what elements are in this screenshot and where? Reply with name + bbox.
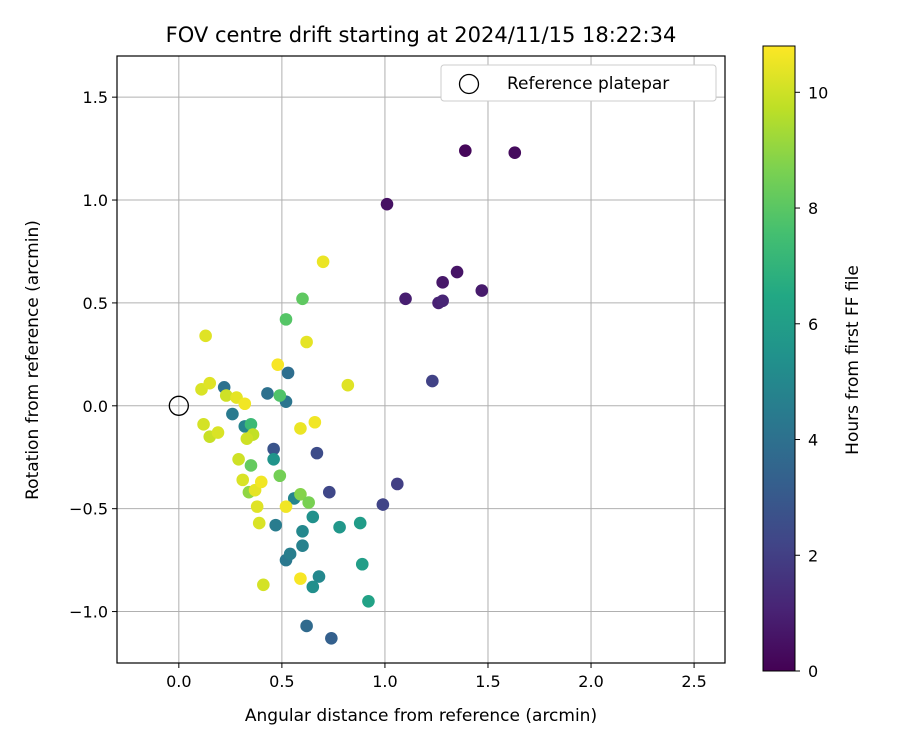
data-point	[333, 520, 346, 534]
y-tick-label: −0.5	[69, 500, 108, 519]
data-point	[279, 500, 293, 513]
colorbar-tick-label: 8	[808, 199, 818, 218]
y-tick-label: 1.0	[83, 191, 108, 210]
data-point	[244, 418, 258, 431]
data-point	[312, 570, 326, 583]
data-point	[283, 547, 297, 561]
grid	[117, 56, 725, 663]
data-point	[267, 442, 280, 456]
data-point	[279, 313, 293, 326]
data-point	[294, 572, 307, 585]
data-point	[296, 525, 309, 538]
data-point	[203, 376, 217, 390]
y-tick-label: 1.5	[83, 88, 108, 107]
data-point	[199, 329, 212, 343]
data-point	[211, 426, 225, 439]
data-points	[195, 144, 522, 645]
colorbar-label: Hours from first FF file	[843, 265, 863, 455]
x-tick-label: 2.5	[681, 672, 706, 691]
data-point	[308, 415, 322, 429]
data-point	[254, 475, 268, 489]
data-point	[197, 418, 210, 431]
data-point	[316, 255, 330, 269]
data-point	[310, 446, 324, 460]
data-point	[306, 510, 320, 524]
colorbar-tick-label: 10	[808, 83, 828, 102]
data-point	[508, 146, 522, 160]
data-point	[459, 144, 472, 157]
legend-reference-marker	[458, 73, 480, 95]
y-tick-label: 0.0	[83, 397, 108, 416]
x-tick-label: 0.0	[166, 672, 191, 691]
data-point	[362, 594, 375, 608]
data-point	[219, 389, 233, 402]
data-point	[250, 500, 264, 513]
colorbar-tick-label: 0	[808, 662, 818, 681]
colorbar-tick-label: 4	[808, 431, 818, 450]
x-tick-label: 1.5	[475, 672, 500, 691]
data-point	[302, 496, 315, 509]
x-axis-label: Angular distance from reference (arcmin)	[245, 706, 597, 726]
legend-entry-reference: Reference platepar	[507, 74, 669, 94]
data-point	[436, 276, 449, 289]
data-point	[281, 366, 295, 380]
data-point	[273, 389, 287, 402]
data-point	[322, 485, 336, 499]
data-point	[269, 518, 282, 532]
data-point	[380, 197, 394, 211]
data-point	[232, 452, 245, 466]
x-tick-label: 0.5	[269, 672, 294, 691]
data-point	[236, 473, 250, 487]
y-tick-label: 0.5	[83, 294, 108, 313]
data-point	[376, 498, 390, 511]
y-axis-label: Rotation from reference (arcmin)	[23, 220, 43, 500]
data-point	[226, 407, 239, 421]
colorbar-tick-label: 6	[808, 315, 818, 334]
data-point	[306, 580, 320, 594]
data-point	[252, 516, 266, 530]
data-point	[436, 294, 449, 308]
data-point	[300, 335, 313, 349]
data-point	[341, 378, 355, 392]
x-tick-label: 1.0	[372, 672, 397, 691]
data-point	[273, 469, 287, 483]
data-point	[475, 284, 489, 297]
colorbar: 0 2 4 6 8 10 Hours from first FF file	[762, 45, 863, 681]
data-point	[353, 516, 367, 530]
data-point	[271, 358, 285, 371]
data-point	[296, 292, 309, 306]
plot-frame	[116, 55, 726, 664]
data-point	[325, 632, 338, 645]
data-point	[399, 292, 412, 306]
data-point	[450, 265, 464, 279]
reference-marker	[168, 395, 189, 416]
data-point	[355, 557, 369, 571]
data-point	[244, 459, 258, 472]
data-point	[261, 387, 274, 400]
colorbar-gradient	[762, 45, 796, 672]
data-point	[300, 619, 313, 633]
data-point	[257, 578, 270, 592]
data-point	[390, 477, 404, 491]
legend-box	[440, 64, 717, 102]
reference-platepar-marker	[168, 395, 189, 416]
data-point	[296, 539, 309, 553]
data-point	[426, 374, 439, 388]
data-point	[294, 487, 307, 501]
x-axis-ticks: 0.0 0.5 1.0 1.5 2.0 2.5	[166, 663, 707, 691]
x-tick-label: 2.0	[578, 672, 603, 691]
y-tick-label: −1.0	[69, 603, 108, 622]
y-axis-ticks: 1.5 1.0 0.5 0.0 −0.5 −1.0	[69, 88, 117, 622]
chart-title: FOV centre drift starting at 2024/11/15 …	[166, 23, 677, 47]
data-point	[240, 432, 254, 446]
legend: Reference platepar	[440, 64, 717, 102]
data-point	[267, 452, 280, 466]
colorbar-tick-label: 2	[808, 546, 818, 565]
data-point	[294, 422, 307, 435]
data-point	[238, 397, 252, 411]
colorbar-ticks: 0 2 4 6 8 10	[795, 83, 828, 681]
